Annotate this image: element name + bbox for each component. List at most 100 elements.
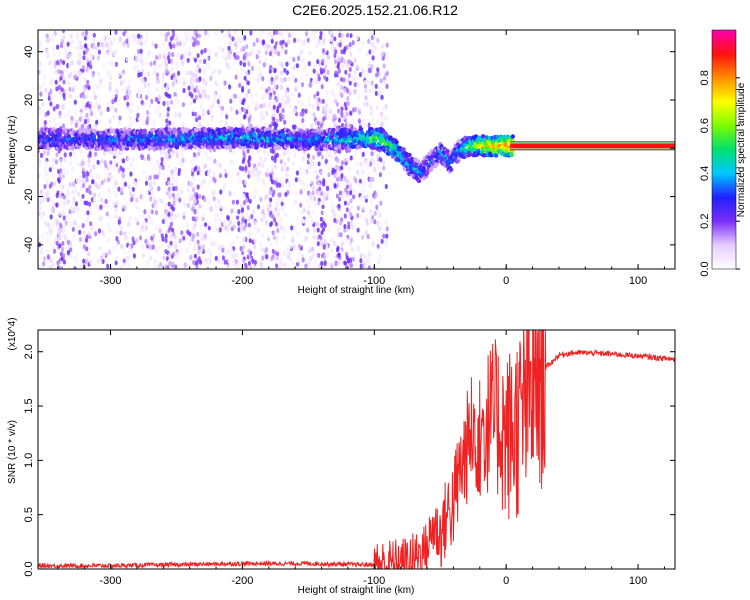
- spectrogram-speckle: [174, 244, 178, 250]
- spectrogram-speckle: [378, 226, 382, 232]
- spectrogram-speckle: [223, 80, 227, 86]
- spectrogram-heatmap: [38, 30, 675, 269]
- spectrogram-speckle: [232, 149, 236, 155]
- spectrogram-speckle: [154, 43, 158, 49]
- spectrogram-speckle: [149, 159, 153, 165]
- spectrogram-speckle: [172, 251, 176, 257]
- spectrogram-speckle: [84, 43, 88, 49]
- spectrogram-speckle: [385, 70, 389, 77]
- spectrogram-speckle: [82, 258, 86, 264]
- spectrogram-speckle: [127, 90, 131, 96]
- spectrogram-speckle: [220, 105, 225, 111]
- spectrogram-speckle: [177, 213, 181, 219]
- spectrogram-speckle: [71, 189, 75, 195]
- spectrogram-speckle: [62, 194, 66, 200]
- spectrogram-speckle: [373, 219, 377, 225]
- spectrogram-speckle: [170, 211, 174, 217]
- spectrogram-speckle: [62, 92, 66, 98]
- spectrogram-speckle: [312, 112, 316, 118]
- spectrogram-speckle: [174, 185, 178, 191]
- spectrogram-speckle: [223, 168, 227, 174]
- spectrogram-speckle: [88, 245, 92, 251]
- spectrogram-speckle: [217, 254, 221, 260]
- spectrogram-speckle: [114, 96, 118, 103]
- spectrogram-speckle: [107, 236, 111, 243]
- spectrogram-speckle: [247, 117, 251, 122]
- spectrogram-speckle: [92, 37, 96, 43]
- spectrogram-speckle: [42, 150, 47, 156]
- spectrogram-speckle: [282, 234, 286, 240]
- spectrogram-speckle: [89, 64, 93, 70]
- spectrogram-speckle: [58, 69, 62, 75]
- spectrogram-speckle: [154, 78, 158, 84]
- spectrogram-speckle: [316, 241, 320, 247]
- spectrogram-speckle: [313, 259, 317, 265]
- spectrogram-speckle: [252, 208, 256, 214]
- spectrogram-speckle: [159, 149, 163, 155]
- spectrogram-speckle: [369, 41, 374, 48]
- spectrogram-speckle: [268, 189, 272, 195]
- spectrogram-speckle: [131, 157, 135, 163]
- spectrogram-speckle: [359, 161, 364, 168]
- spectrogram-speckle: [285, 99, 289, 105]
- spectrogram-speckle: [210, 117, 214, 123]
- spectrogram-speckle: [382, 233, 386, 239]
- spectrogram-speckle: [156, 87, 160, 93]
- spectrogram-speckle: [321, 200, 325, 206]
- spectrogram-speckle: [189, 181, 194, 187]
- spectrogram-speckle: [344, 105, 348, 111]
- spectrogram-speckle: [309, 82, 313, 88]
- spectrogram-speckle: [274, 41, 278, 46]
- spectrogram-speckle: [264, 57, 268, 64]
- spectrogram-speckle: [271, 34, 275, 40]
- spectrogram-speckle: [251, 258, 255, 264]
- spectrogram-speckle: [261, 76, 265, 82]
- spectrogram-speckle: [179, 54, 184, 61]
- spectrogram-speckle: [212, 171, 216, 177]
- spectrogram-speckle: [311, 30, 315, 35]
- spectrogram-speckle: [213, 68, 217, 74]
- spectrogram-speckle: [191, 72, 195, 78]
- spectrogram-speckle: [293, 107, 297, 114]
- spectrogram-speckle: [192, 117, 196, 123]
- spectrogram-speckle: [63, 75, 67, 81]
- spectrogram-speckle: [306, 153, 310, 159]
- spectrogram-speckle: [297, 177, 301, 183]
- spectrogram-speckle: [115, 200, 119, 206]
- spectrogram-speckle: [327, 162, 332, 169]
- spectrogram-speckle: [200, 49, 204, 55]
- spectrogram-speckle: [150, 186, 154, 192]
- spectrogram-speckle: [381, 55, 385, 61]
- spectrogram-speckle: [373, 194, 377, 200]
- spectrogram-speckle: [215, 161, 219, 167]
- spectrogram-speckle: [317, 200, 321, 206]
- spectrogram-speckle: [356, 81, 360, 87]
- spectrogram-speckle: [275, 201, 279, 207]
- spectrogram-speckle: [335, 171, 339, 177]
- spectrogram-speckle: [279, 40, 283, 46]
- spectrogram-speckle: [141, 212, 145, 218]
- spectrogram-speckle: [175, 153, 180, 159]
- spectrogram-speckle: [340, 85, 344, 91]
- spectrogram-speckle: [320, 210, 324, 216]
- spectrogram-ridge-cell: [448, 167, 454, 172]
- spectrogram-speckle: [295, 170, 299, 176]
- spectrogram-speckle: [191, 167, 195, 173]
- spectrogram-speckle: [349, 204, 353, 210]
- spectrogram-speckle: [302, 218, 306, 224]
- spectrogram-speckle: [137, 94, 141, 100]
- spectrogram-speckle: [57, 178, 61, 184]
- spectrogram-speckle: [46, 222, 50, 228]
- spectrogram-speckle: [242, 45, 246, 51]
- spectrogram-speckle: [52, 33, 56, 39]
- spectrogram-speckle: [317, 38, 321, 44]
- spectrogram-speckle: [323, 110, 327, 116]
- spectrogram-speckle: [198, 203, 202, 209]
- spectrogram-speckle: [108, 215, 112, 221]
- spectrogram-speckle: [375, 153, 379, 159]
- spectrogram-speckle: [192, 152, 196, 158]
- spectrogram-speckle: [270, 80, 274, 86]
- spectrogram-speckle: [143, 220, 147, 226]
- spectrogram-speckle: [87, 189, 91, 194]
- spectrogram-speckle: [313, 64, 317, 70]
